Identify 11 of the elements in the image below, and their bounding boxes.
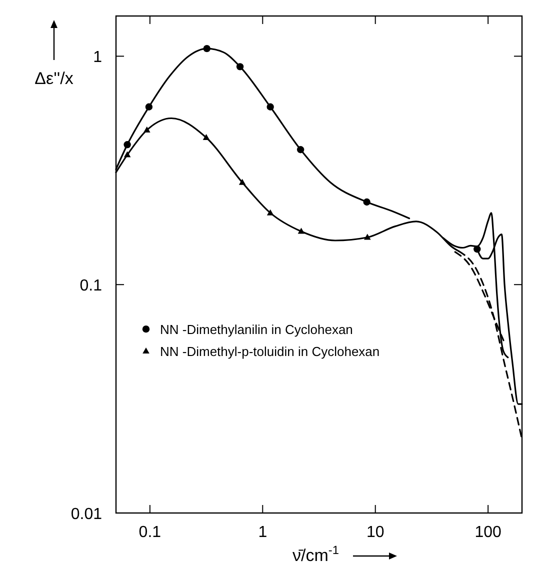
- x-tick-label: 0.1: [138, 524, 162, 541]
- legend-label: NN -Dimethylanilin in Cyclohexan: [160, 322, 353, 338]
- y-tick-label: 0.1: [80, 278, 102, 295]
- y-tick-label: 1: [93, 49, 102, 66]
- y-axis-title: Δε''/x: [34, 69, 74, 88]
- x-tick-label: 100: [474, 524, 502, 541]
- x-axis-title: ν̄/cm$^{-1}$: [292, 543, 340, 565]
- x-tick-label: 10: [366, 524, 384, 541]
- y-tick-label: 0.01: [70, 506, 102, 523]
- legend-label: NN -Dimethyl-p-toluidin in Cyclohexan: [160, 344, 380, 360]
- x-tick-label: 1: [258, 524, 268, 541]
